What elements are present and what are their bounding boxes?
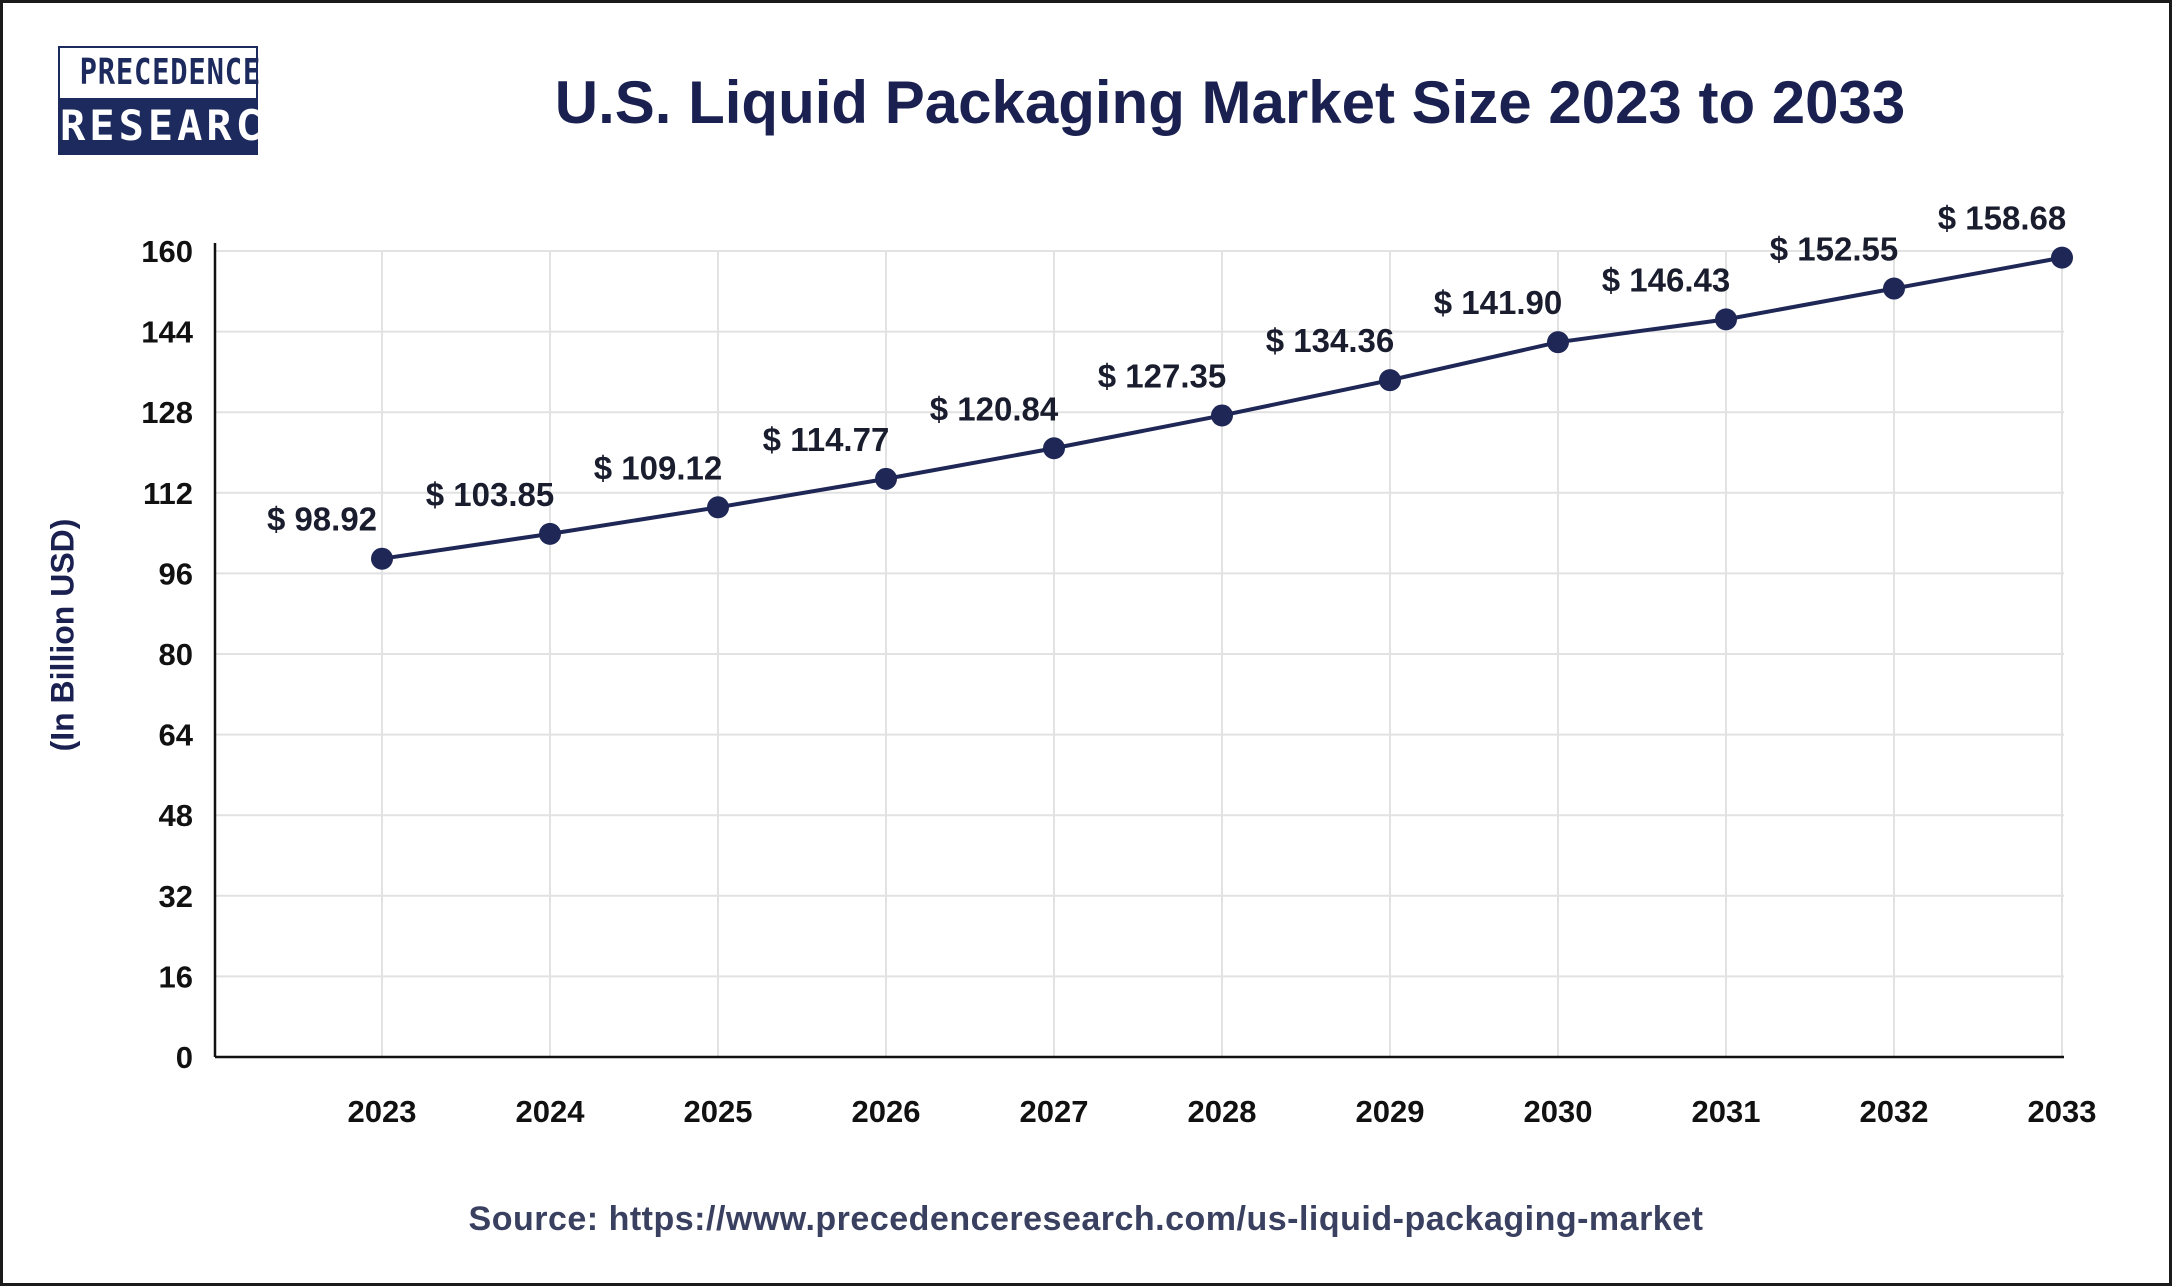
y-tick-label: 160: [141, 234, 193, 269]
y-tick-label: 128: [141, 395, 193, 430]
y-tick-label: 32: [159, 879, 193, 914]
x-tick-label: 2024: [516, 1094, 586, 1129]
data-point: [1883, 277, 1905, 300]
y-tick-label: 64: [159, 718, 194, 753]
x-tick-label: 2033: [2028, 1094, 2097, 1129]
data-point: [371, 547, 393, 570]
precedence-research-logo: PRECEDENCE RESEARCH: [58, 46, 290, 155]
data-label: $ 103.85: [426, 476, 554, 513]
data-point: [2051, 246, 2073, 269]
data-label: $ 158.68: [1938, 200, 2066, 237]
x-tick-label: 2028: [1188, 1094, 1257, 1129]
x-tick-label: 2026: [852, 1094, 921, 1129]
y-tick-label: 48: [159, 798, 193, 833]
data-point: [539, 522, 561, 545]
y-tick-label: 16: [159, 959, 193, 994]
x-tick-label: 2027: [1020, 1094, 1089, 1129]
data-point: [875, 467, 897, 490]
data-point: [1379, 369, 1401, 392]
x-tick-label: 2032: [1860, 1094, 1929, 1129]
y-tick-label: 96: [159, 556, 193, 591]
y-tick-label: 0: [176, 1040, 193, 1075]
data-label: $ 120.84: [930, 390, 1059, 427]
data-label: $ 114.77: [763, 421, 890, 458]
chart-title: U.S. Liquid Packaging Market Size 2023 t…: [554, 69, 1906, 136]
data-label: $ 134.36: [1266, 322, 1394, 359]
logo-line2: RESEARCH: [60, 98, 290, 153]
data-point: [707, 496, 729, 519]
data-label: $ 141.90: [1434, 284, 1562, 321]
x-tick-label: 2030: [1524, 1094, 1593, 1129]
x-tick-label: 2029: [1356, 1094, 1425, 1129]
data-point: [1211, 404, 1233, 427]
data-label: $ 98.92: [267, 501, 377, 538]
data-point: [1043, 437, 1065, 460]
data-label: $ 109.12: [594, 449, 722, 486]
data-label: $ 146.43: [1602, 261, 1730, 298]
x-tick-label: 2023: [348, 1094, 417, 1129]
x-tick-label: 2025: [684, 1094, 753, 1129]
data-label: $ 152.55: [1770, 231, 1898, 268]
y-tick-label: 112: [143, 476, 193, 511]
logo-line1: PRECEDENCE: [79, 48, 260, 98]
source-text: Source: https://www.precedenceresearch.c…: [468, 1200, 1704, 1238]
data-point: [1547, 331, 1569, 354]
y-tick-label: 80: [159, 637, 193, 672]
data-label: $ 127.35: [1098, 357, 1226, 394]
x-tick-label: 2031: [1692, 1094, 1761, 1129]
y-tick-label: 144: [141, 315, 193, 350]
data-point: [1715, 308, 1737, 331]
